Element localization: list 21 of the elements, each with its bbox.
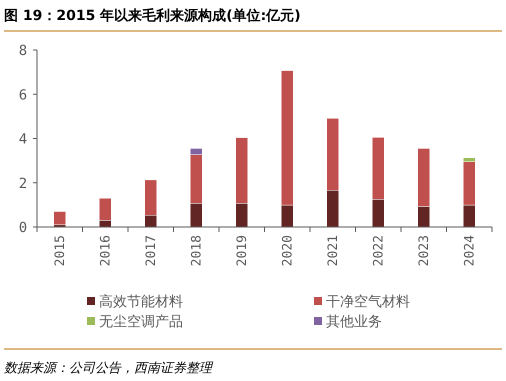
legend-label: 无尘空调产品 — [99, 314, 183, 330]
xtick: 2015 — [52, 235, 68, 266]
legend-label: 其他业务 — [326, 314, 382, 330]
ytick: 2 — [18, 176, 28, 192]
xtick: 2021 — [326, 235, 341, 266]
xtick: 2024 — [462, 235, 478, 266]
legend-label: 干净空气材料 — [326, 294, 410, 310]
annotation: 数据来源：公司公告，西南证券整理 — [4, 361, 212, 376]
xtick: 2022 — [371, 235, 386, 266]
xtick: 2017 — [144, 235, 159, 266]
ytick: 4 — [18, 132, 28, 148]
ytick: 0 — [18, 220, 28, 236]
xtick: 2018 — [189, 235, 204, 266]
xtick: 2016 — [98, 235, 114, 266]
ytick: 8 — [18, 43, 28, 59]
title: 图 19：2015 年以来毛利来源构成(单位:亿元) — [4, 8, 301, 24]
xtick: 2020 — [280, 235, 296, 266]
xtick: 2023 — [416, 235, 432, 266]
legend-label: 高效节能材料 — [99, 294, 183, 310]
xtick: 2019 — [234, 235, 250, 266]
ytick: 6 — [18, 87, 28, 104]
